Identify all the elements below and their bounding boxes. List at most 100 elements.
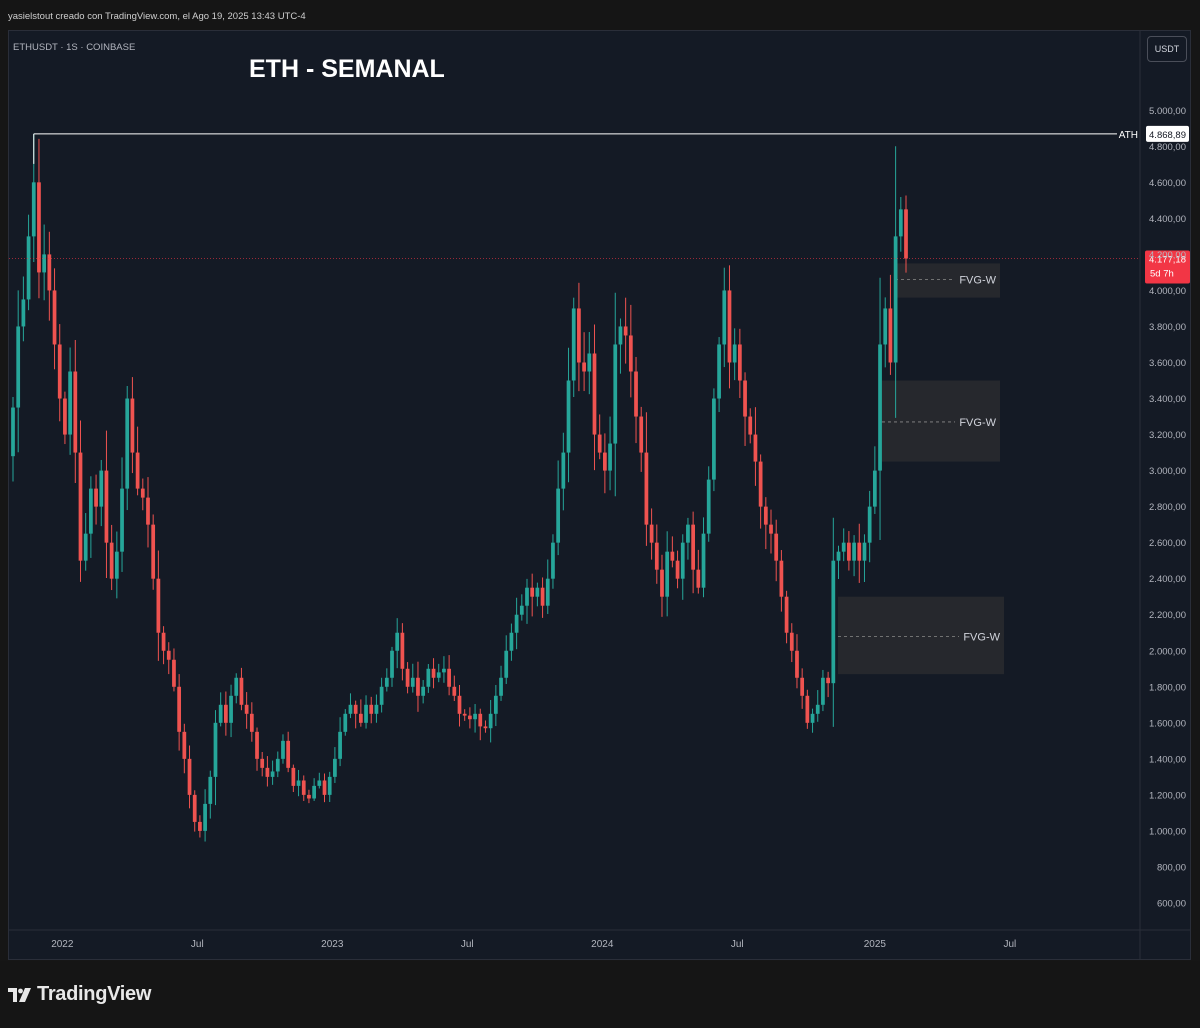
y-tick-label: 800,00 <box>1157 862 1186 873</box>
y-tick-label: 2.400,00 <box>1149 574 1186 585</box>
candle-body <box>847 542 851 561</box>
candle-body <box>358 713 363 723</box>
y-tick-label: 1.800,00 <box>1149 682 1186 693</box>
candle-body <box>177 686 182 732</box>
candle-body <box>442 668 446 673</box>
y-tick-label: 600,00 <box>1157 898 1186 909</box>
candle-body <box>592 353 597 435</box>
candle-body <box>198 821 202 831</box>
candle-body <box>317 780 322 786</box>
candle-body <box>727 290 732 363</box>
ath-price-tag <box>1146 125 1189 142</box>
x-tick-label: Jul <box>1003 939 1016 950</box>
fvg-zone <box>882 380 1000 462</box>
symbol-label: ETHUSDT · 1S · COINBASE <box>13 42 135 53</box>
candle-body <box>89 488 93 534</box>
candle-body <box>99 470 104 507</box>
candle-body <box>878 344 882 471</box>
candle-body <box>748 416 753 435</box>
candle-body <box>384 677 389 687</box>
candle-body <box>784 596 789 633</box>
ath-label: ATH <box>1119 130 1138 141</box>
candle-body <box>613 344 618 444</box>
candle-body <box>712 398 716 480</box>
y-tick-label: 1.200,00 <box>1149 790 1186 801</box>
y-tick-label: 4.200,00 <box>1149 250 1186 261</box>
candle-body <box>68 371 72 435</box>
candle-body <box>722 290 727 345</box>
y-tick-label: 1.000,00 <box>1149 826 1186 837</box>
candle-body <box>270 771 275 777</box>
candle-body <box>42 254 47 273</box>
candle-body <box>540 587 545 606</box>
candle-body <box>654 542 659 570</box>
fvg-label: FVG-W <box>959 417 996 429</box>
candle-body <box>561 452 566 489</box>
candle-body <box>468 715 472 720</box>
x-tick-label: 2025 <box>864 939 887 950</box>
candle-body <box>753 434 758 462</box>
candle-body <box>857 542 862 561</box>
candle-body <box>566 380 571 453</box>
candle-body <box>675 560 680 579</box>
candle-body <box>286 740 291 768</box>
candle-body <box>603 452 607 471</box>
candle-body <box>888 308 893 363</box>
candle-body <box>623 326 628 336</box>
candle-body <box>821 677 825 705</box>
candle-body <box>166 650 171 660</box>
fvg-zone <box>895 263 1000 298</box>
countdown-label: 5d 7h <box>1150 269 1174 280</box>
candle-body <box>452 686 457 696</box>
candle-body <box>660 569 664 597</box>
candle-body <box>125 398 130 489</box>
candle-body <box>135 452 140 489</box>
candle-body <box>47 254 52 291</box>
candle-body <box>275 758 280 772</box>
candle-body <box>234 677 239 696</box>
candle-body <box>556 488 561 543</box>
candle-body <box>872 470 877 507</box>
candle-body <box>706 479 711 534</box>
candle-body <box>582 362 586 372</box>
candle-body <box>670 551 675 561</box>
candle-body <box>151 524 156 579</box>
candle-body <box>364 704 368 723</box>
candle-body <box>52 290 57 345</box>
candle-body <box>296 780 301 786</box>
candle-body <box>852 542 856 561</box>
y-tick-label: 5.000,00 <box>1149 106 1186 117</box>
candle-body <box>436 672 441 678</box>
candle-body <box>37 182 41 273</box>
candle-body <box>634 371 638 417</box>
candle-body <box>348 704 353 714</box>
candle-body <box>11 407 15 457</box>
candle-body <box>483 726 488 729</box>
candle-body <box>83 533 88 561</box>
candle-body <box>618 326 623 345</box>
candle-body <box>571 308 576 381</box>
candle-body <box>815 704 820 714</box>
candle-body <box>203 803 207 831</box>
tradingview-logo[interactable]: TradingView <box>8 983 151 1006</box>
candle-body <box>104 470 109 543</box>
candle-body <box>904 209 908 259</box>
currency-button[interactable]: USDT <box>1147 36 1187 62</box>
candle-body <box>883 308 888 345</box>
candle-body <box>779 560 784 597</box>
candle-body <box>208 776 213 804</box>
candle-body <box>161 632 166 651</box>
candle-body <box>291 767 296 786</box>
candle-body <box>530 587 535 597</box>
candle-body <box>504 650 509 678</box>
candle-body <box>696 569 701 588</box>
x-tick-label: 2022 <box>51 939 74 950</box>
candle-body <box>514 614 519 633</box>
candle-body <box>213 722 218 777</box>
candle-body <box>488 713 493 729</box>
tradingview-icon <box>8 987 31 1002</box>
candle-body <box>223 704 228 723</box>
candle-body <box>140 488 145 498</box>
candle-body <box>717 344 721 399</box>
